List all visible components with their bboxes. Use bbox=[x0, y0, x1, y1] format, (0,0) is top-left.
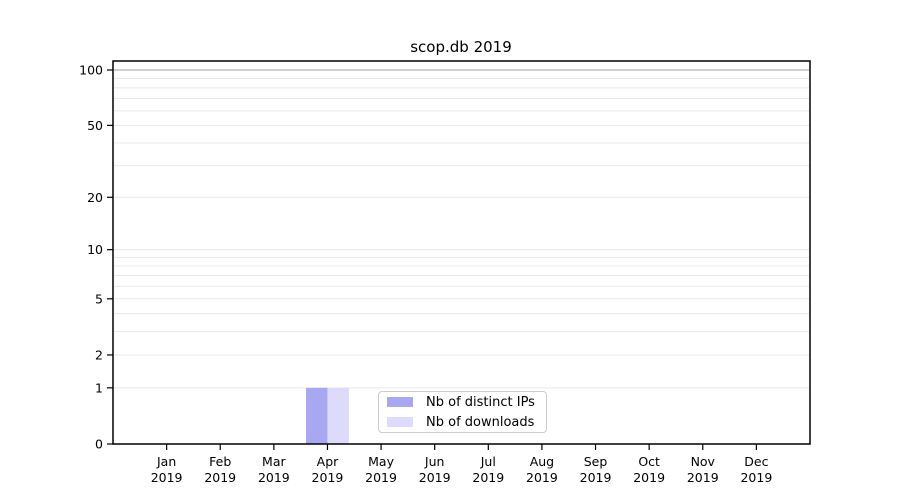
tick-labels-layer: 0125102050100Jan2019Feb2019Mar2019Apr201… bbox=[79, 63, 772, 486]
legend-label-distinct-ips: Nb of distinct IPs bbox=[426, 394, 535, 410]
x-tick-label-month-jul: Jul bbox=[480, 454, 496, 469]
legend: Nb of distinct IPs Nb of downloads bbox=[378, 391, 547, 433]
x-tick-label-month-oct: Oct bbox=[638, 454, 660, 469]
x-tick-label-year-aug: 2019 bbox=[526, 470, 558, 485]
x-tick-label-month-dec: Dec bbox=[744, 454, 768, 469]
x-tick-label-year-mar: 2019 bbox=[258, 470, 290, 485]
x-tick-label-year-nov: 2019 bbox=[687, 470, 719, 485]
bar-nb-of-downloads-apr bbox=[327, 387, 349, 444]
x-tick-label-year-may: 2019 bbox=[365, 470, 397, 485]
x-tick-label-year-sep: 2019 bbox=[580, 470, 612, 485]
x-tick-label-year-jun: 2019 bbox=[419, 470, 451, 485]
x-tick-label-month-jun: Jun bbox=[424, 454, 445, 469]
legend-label-downloads: Nb of downloads bbox=[426, 414, 535, 430]
y-tick-label-20: 20 bbox=[87, 190, 103, 205]
x-tick-label-month-apr: Apr bbox=[317, 454, 339, 469]
x-tick-label-year-feb: 2019 bbox=[204, 470, 236, 485]
y-tick-label-10: 10 bbox=[87, 242, 103, 257]
x-tick-label-month-mar: Mar bbox=[262, 454, 286, 469]
x-tick-label-year-dec: 2019 bbox=[740, 470, 772, 485]
y-tick-label-0: 0 bbox=[95, 437, 103, 452]
x-tick-label-month-sep: Sep bbox=[584, 454, 608, 469]
bar-nb-of-distinct-ips-apr bbox=[306, 387, 328, 444]
x-tick-label-month-aug: Aug bbox=[530, 454, 554, 469]
legend-swatch-distinct-ips bbox=[387, 397, 413, 407]
x-tick-label-year-oct: 2019 bbox=[633, 470, 665, 485]
legend-item-downloads: Nb of downloads bbox=[379, 413, 546, 431]
x-tick-label-year-apr: 2019 bbox=[312, 470, 344, 485]
x-tick-label-month-feb: Feb bbox=[209, 454, 231, 469]
x-tick-label-month-jan: Jan bbox=[156, 454, 176, 469]
legend-item-distinct-ips: Nb of distinct IPs bbox=[379, 393, 546, 411]
plot-border bbox=[112, 60, 811, 445]
legend-swatch-downloads bbox=[387, 417, 413, 427]
x-tick-label-month-nov: Nov bbox=[691, 454, 716, 469]
y-tick-label-2: 2 bbox=[95, 347, 103, 362]
chart-title: scop.db 2019 bbox=[410, 38, 512, 56]
x-tick-label-year-jan: 2019 bbox=[151, 470, 183, 485]
bars-layer bbox=[306, 387, 349, 444]
y-tick-label-1: 1 bbox=[95, 380, 103, 395]
ticks-layer bbox=[107, 69, 757, 450]
y-tick-label-100: 100 bbox=[79, 63, 103, 78]
y-tick-label-50: 50 bbox=[87, 118, 103, 133]
x-tick-label-month-may: May bbox=[368, 454, 394, 469]
gridlines-layer bbox=[114, 69, 809, 389]
y-tick-label-5: 5 bbox=[95, 291, 103, 306]
x-tick-label-year-jul: 2019 bbox=[472, 470, 504, 485]
